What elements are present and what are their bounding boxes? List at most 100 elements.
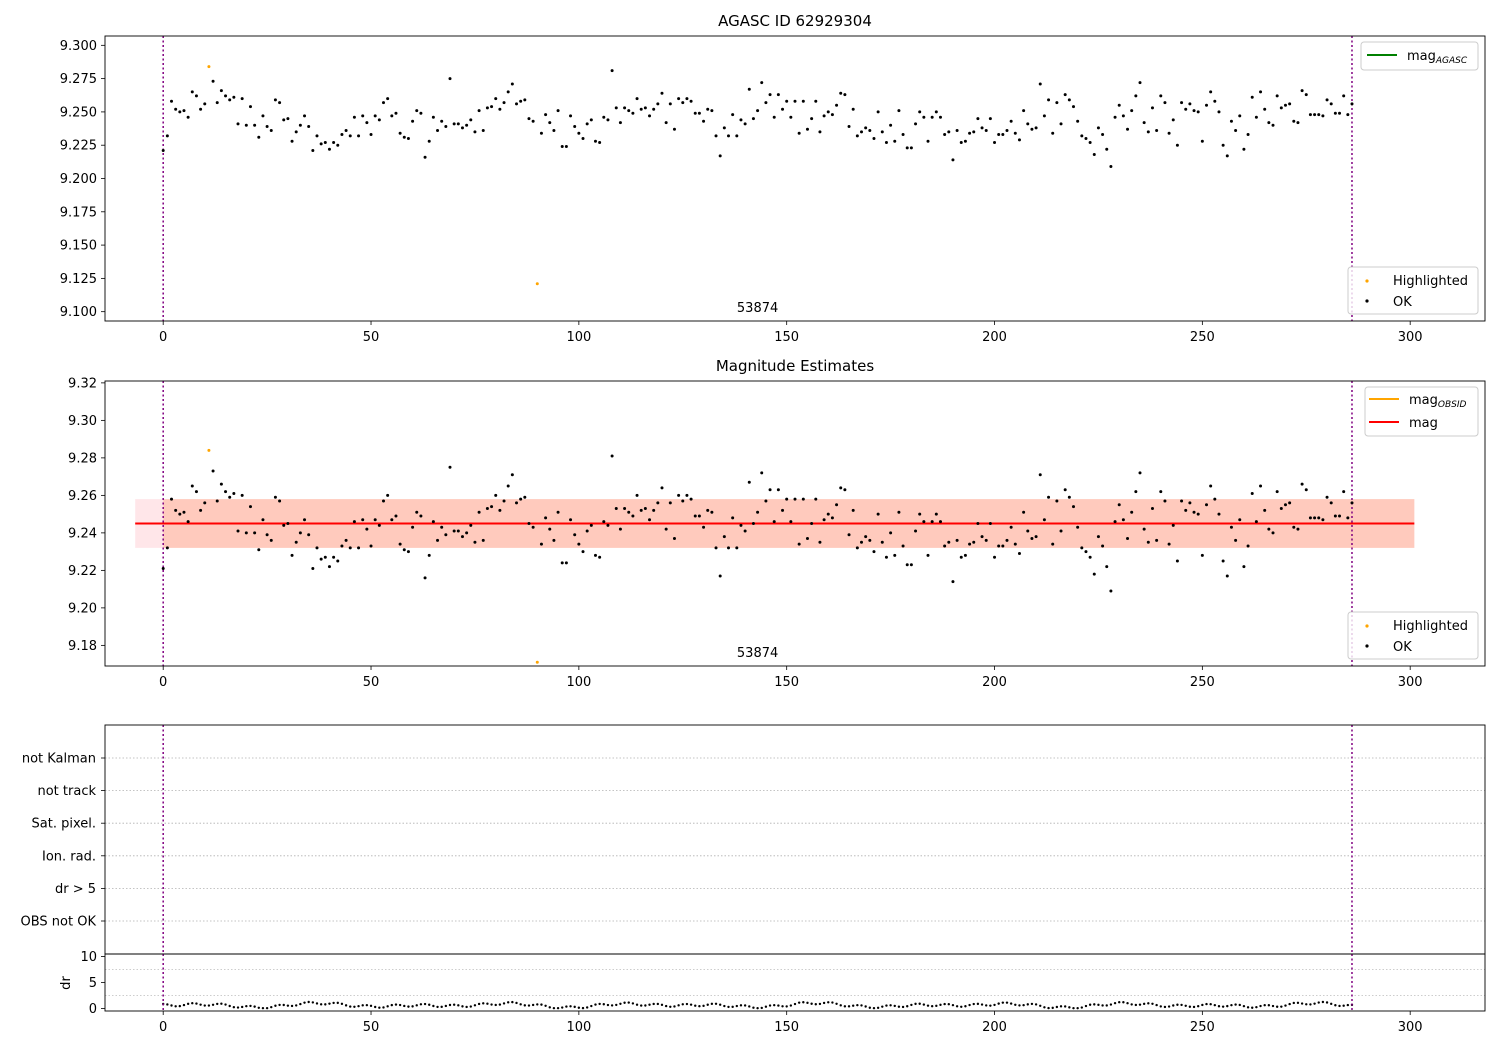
dr-panel: 0 50 100 150 200 250 300 0 5 10 dr <box>59 950 1486 1035</box>
ok-point <box>1009 119 1013 123</box>
x-tick-label: 250 <box>1190 675 1215 690</box>
ok-point <box>1071 105 1075 109</box>
dr-point <box>240 1005 244 1009</box>
ok-point <box>826 110 830 114</box>
ok-point <box>1313 516 1317 520</box>
ok-point <box>756 109 760 113</box>
dr-point <box>723 1004 726 1008</box>
ok-point <box>1096 126 1100 130</box>
ok-point <box>685 97 689 101</box>
ok-point <box>1196 110 1200 114</box>
ok-point <box>810 117 814 121</box>
ok-point <box>1200 139 1204 143</box>
ok-point <box>502 101 506 105</box>
ok-point <box>1200 553 1204 557</box>
ok-point <box>1088 555 1092 559</box>
ok-point <box>519 99 523 103</box>
ok-point <box>606 523 610 527</box>
dr-point <box>602 1003 605 1006</box>
dr-point <box>881 1005 884 1008</box>
dr-point <box>814 1003 817 1006</box>
dr-point <box>1163 1005 1167 1009</box>
ok-point <box>918 110 922 114</box>
dr-point <box>1063 1005 1067 1008</box>
dr-point <box>290 1004 294 1008</box>
dr-point <box>960 1005 963 1008</box>
ok-point <box>1263 508 1267 512</box>
ok-point <box>1042 114 1046 118</box>
dr-point <box>1039 1004 1042 1007</box>
dr-point <box>827 1001 830 1004</box>
dr-point <box>440 1005 443 1009</box>
dr-point <box>220 1002 223 1005</box>
dr-axis-label: dr <box>59 976 74 990</box>
ok-point <box>1333 514 1337 518</box>
ok-point <box>623 106 627 110</box>
dr-point <box>349 1005 352 1008</box>
ok-point <box>556 109 560 113</box>
dr-point <box>876 1006 880 1010</box>
dr-point <box>1009 1002 1013 1005</box>
ok-point <box>776 488 780 492</box>
ok-point <box>473 130 477 134</box>
ok-point <box>244 123 248 127</box>
ok-point <box>1217 110 1221 114</box>
ok-point <box>527 117 531 121</box>
ok-point <box>423 576 427 580</box>
ok-point <box>814 99 818 103</box>
x-tick-label: 150 <box>774 1020 799 1035</box>
dr-point <box>889 1004 892 1007</box>
dr-point <box>868 1006 872 1009</box>
dr-point <box>357 1004 360 1008</box>
dr-point <box>386 1005 389 1008</box>
ok-point <box>340 544 344 548</box>
ok-point <box>456 122 460 126</box>
ok-point <box>822 518 826 522</box>
dr-point <box>1325 1001 1329 1004</box>
highlighted-point <box>535 660 539 664</box>
ok-point <box>1342 94 1346 98</box>
ok-point <box>1188 501 1192 505</box>
dr-point <box>822 1001 826 1005</box>
ok-point <box>1105 147 1109 151</box>
ok-point <box>1047 98 1051 102</box>
ok-point <box>1188 102 1192 106</box>
ok-point <box>1238 518 1242 522</box>
dr-point <box>731 1005 734 1009</box>
ok-point <box>427 553 431 557</box>
ok-point <box>552 538 556 542</box>
dr-point <box>170 1004 173 1007</box>
ok-point <box>1317 113 1321 117</box>
y-tick-label: 5 <box>89 976 97 991</box>
ok-point <box>781 508 785 512</box>
ok-point <box>448 465 452 469</box>
dr-point <box>843 1005 847 1008</box>
dr-point <box>1072 1006 1075 1010</box>
ok-point <box>581 550 585 554</box>
ok-point <box>926 139 930 143</box>
legend-label-mag-obsid: magOBSID <box>1409 393 1467 410</box>
dr-point <box>847 1005 851 1008</box>
x-tick-label: 50 <box>363 1020 380 1035</box>
dr-point <box>390 1003 394 1007</box>
y-tick-label: 9.100 <box>60 305 97 320</box>
ok-point <box>884 141 888 145</box>
dr-point <box>1176 1003 1179 1006</box>
ok-point <box>560 561 564 565</box>
ok-point <box>361 518 365 522</box>
ok-point <box>411 525 415 529</box>
ok-point <box>914 122 918 126</box>
dr-point <box>573 1005 576 1009</box>
ok-point <box>1325 98 1329 102</box>
ok-point <box>664 527 668 531</box>
ok-point <box>1275 94 1279 98</box>
ok-point <box>548 121 552 125</box>
ok-point <box>880 540 884 544</box>
ok-point <box>298 531 302 535</box>
ok-point <box>772 115 776 119</box>
ok-point <box>976 522 980 525</box>
ok-point <box>851 508 855 512</box>
ok-point <box>569 114 573 118</box>
ok-point <box>1121 114 1125 118</box>
ok-point <box>735 546 739 550</box>
